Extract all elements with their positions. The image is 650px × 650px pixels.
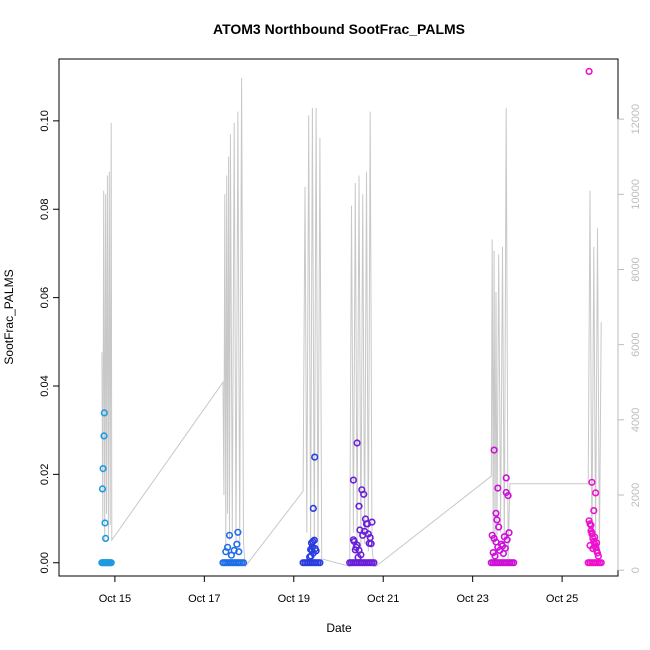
y-tick-label: 0.06 (39, 287, 51, 308)
x-tick-label: Oct 23 (456, 593, 488, 605)
secondary-series-line (101, 77, 602, 568)
data-point (590, 507, 598, 515)
data-point (504, 492, 512, 500)
data-point (588, 529, 596, 537)
y2-tick-label: 4000 (630, 408, 642, 432)
y-tick-label: 0.08 (39, 199, 51, 220)
x-tick-label: Oct 25 (546, 593, 578, 605)
y2-tick-label: 8000 (630, 257, 642, 281)
data-point (593, 549, 602, 557)
data-point (492, 509, 500, 517)
data-point (361, 515, 370, 523)
x-tick-label: Oct 19 (278, 593, 310, 605)
data-point (107, 559, 115, 567)
points-layer (98, 67, 605, 567)
data-point (491, 552, 499, 560)
data-point (587, 521, 595, 529)
data-point (100, 432, 108, 440)
data-point (309, 504, 317, 513)
data-point (494, 484, 502, 492)
x-axis-label: Date (326, 621, 352, 635)
data-point (100, 409, 108, 417)
data-point (351, 546, 359, 554)
data-point (365, 539, 373, 547)
data-point (493, 516, 501, 524)
y-tick-label: 0.00 (39, 552, 51, 573)
data-point (353, 439, 361, 447)
data-point (235, 548, 243, 556)
data-point (592, 539, 601, 547)
y2-tick-label: 2000 (630, 483, 642, 507)
data-point (594, 552, 603, 560)
y2-tick-label: 12000 (630, 104, 642, 135)
x-tick-label: Oct 15 (99, 593, 131, 605)
data-point (498, 542, 507, 550)
data-point (500, 533, 508, 541)
data-point (354, 553, 362, 562)
secondary-line-layer (101, 77, 602, 568)
data-point (510, 559, 518, 567)
data-point (355, 502, 363, 510)
y-axis-label: SootFrac_PALMS (2, 269, 16, 364)
data-point (99, 465, 107, 473)
data-point (233, 540, 241, 548)
x-tick-label: Oct 21 (367, 593, 399, 605)
data-point (356, 526, 364, 534)
data-point (502, 474, 510, 482)
data-point (312, 547, 320, 555)
data-point (316, 559, 324, 567)
data-point (597, 559, 605, 567)
data-point (234, 528, 242, 536)
data-point (101, 519, 109, 527)
data-point (225, 531, 234, 539)
axes-layer: Oct 15 Oct 17 Oct 19 Oct 21 Oct 23 Oct 25 0.00… (39, 104, 642, 605)
data-point (505, 529, 513, 537)
y2-tick-label: 6000 (630, 332, 642, 356)
y-tick-label: 0.10 (39, 110, 51, 131)
data-point (239, 559, 248, 567)
data-point (310, 536, 318, 544)
data-point (311, 453, 319, 461)
chart-title: ATOM3 Northbound SootFrac_PALMS (213, 21, 465, 37)
data-point (585, 67, 593, 75)
data-point (495, 523, 503, 531)
data-point (370, 559, 378, 567)
data-point (224, 543, 232, 551)
data-point (586, 541, 594, 550)
data-point (591, 489, 600, 497)
plot-frame (58, 58, 619, 577)
x-tick-label: Oct 17 (188, 593, 220, 605)
data-point (309, 537, 317, 546)
y2-tick-label: 0 (630, 567, 642, 573)
data-point (490, 446, 498, 454)
data-point (349, 476, 358, 484)
data-point (101, 534, 110, 543)
data-point (358, 486, 366, 494)
data-point (98, 485, 107, 493)
data-point (588, 478, 596, 486)
y2-tick-label: 10000 (630, 179, 642, 210)
data-point (489, 548, 497, 557)
y-tick-label: 0.02 (39, 464, 51, 485)
y-tick-label: 0.04 (39, 375, 51, 396)
